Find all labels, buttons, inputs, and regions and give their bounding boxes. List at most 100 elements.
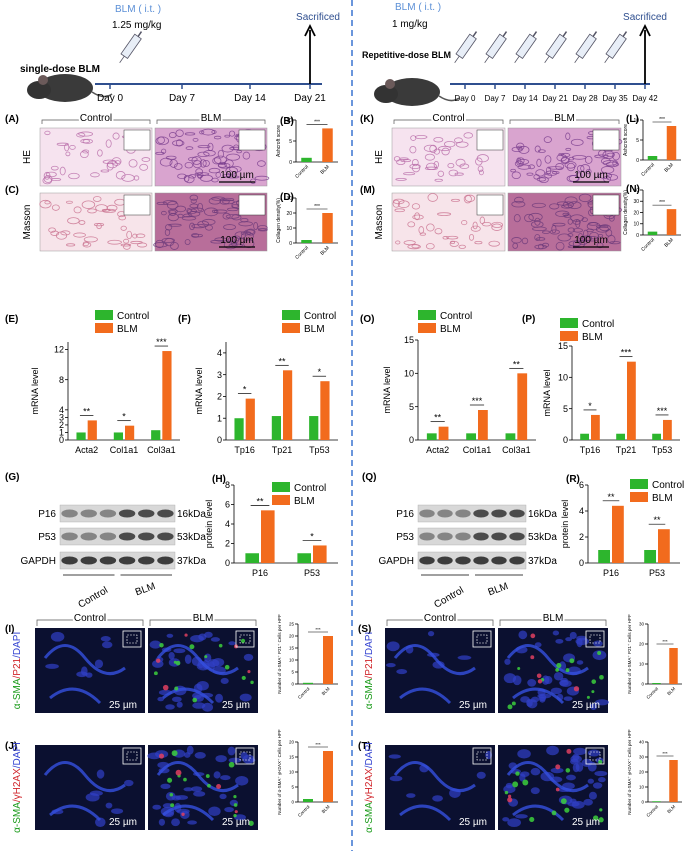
tissue-texture xyxy=(80,150,89,159)
tissue-texture xyxy=(187,156,198,162)
tissue-texture xyxy=(576,165,585,173)
panel-label: (H) xyxy=(212,474,226,485)
tissue-texture xyxy=(544,155,552,164)
nucleus xyxy=(152,804,162,810)
tissue-texture xyxy=(242,151,251,160)
marker-signal xyxy=(204,655,208,659)
tissue-texture xyxy=(194,172,210,176)
bar xyxy=(309,416,319,440)
x-tick-label: Tp21 xyxy=(616,445,637,455)
syringe-needle xyxy=(514,55,520,63)
marker-signal xyxy=(529,816,535,823)
tissue-texture xyxy=(567,218,573,225)
stain-part: /γH2AX xyxy=(364,768,375,802)
tissue-texture xyxy=(585,236,600,242)
tissue-texture xyxy=(535,169,546,177)
marker-signal xyxy=(522,779,529,786)
tissue-texture xyxy=(588,221,599,226)
tissue-texture xyxy=(450,240,456,245)
y-axis-label: Ashcroft score xyxy=(623,124,629,156)
row-label: HE xyxy=(22,150,33,164)
marker-signal xyxy=(598,759,603,765)
y-tick-label: 20 xyxy=(633,210,639,216)
significance: * xyxy=(243,385,247,395)
marker-signal xyxy=(507,794,512,798)
blot-band xyxy=(437,556,453,565)
bar xyxy=(612,505,624,563)
tissue-texture xyxy=(511,146,523,153)
y-tick-label: 10 xyxy=(286,226,292,232)
inset xyxy=(122,747,142,765)
tissue-texture xyxy=(567,233,574,237)
nucleus xyxy=(432,795,443,802)
bar xyxy=(669,760,678,802)
arrow-head xyxy=(304,23,316,37)
y-tick-label: 3 xyxy=(217,370,222,380)
tissue-texture xyxy=(76,132,86,138)
y-tick-label: 0 xyxy=(289,241,292,247)
scale-label: 100 µm xyxy=(220,235,254,246)
tissue-texture xyxy=(395,240,401,245)
tissue-texture xyxy=(491,223,503,231)
tissue-texture xyxy=(541,242,550,248)
bar xyxy=(652,801,661,802)
tissue-texture xyxy=(517,157,525,165)
nucleus xyxy=(575,637,590,646)
y-tick-label: 20 xyxy=(286,211,292,217)
significance: *** xyxy=(657,406,668,416)
nucleus xyxy=(166,633,174,638)
panel-label: (L) xyxy=(626,114,639,125)
marker-signal xyxy=(224,664,230,670)
marker-signal xyxy=(511,701,516,706)
x-tick-label: BLM xyxy=(321,686,331,696)
syringe-plunger xyxy=(622,31,628,37)
bar xyxy=(647,156,658,160)
inset xyxy=(123,194,151,216)
fluorescence-image xyxy=(385,745,495,830)
nucleus xyxy=(530,767,541,776)
tissue-texture xyxy=(112,132,120,140)
bar xyxy=(616,433,625,440)
nucleus xyxy=(220,677,229,685)
nucleus xyxy=(105,802,113,809)
y-tick-label: 0 xyxy=(291,682,294,687)
bar xyxy=(647,231,658,235)
tissue-texture xyxy=(73,232,86,238)
legend-label: Control xyxy=(582,319,614,330)
tissue-texture xyxy=(570,214,584,222)
marker-signal xyxy=(597,651,602,655)
nucleus xyxy=(588,791,597,800)
syringe xyxy=(514,31,538,63)
bar xyxy=(652,433,661,440)
tissue-texture xyxy=(533,174,540,180)
y-tick-label: 10 xyxy=(404,368,414,378)
significance: *** xyxy=(315,627,321,632)
marker-signal xyxy=(599,674,604,680)
marker-signal xyxy=(158,753,165,759)
tissue-texture xyxy=(455,158,466,167)
blot-band xyxy=(509,532,525,541)
y-tick-label: 8 xyxy=(59,375,64,385)
tissue-texture xyxy=(141,157,151,162)
tissue-texture xyxy=(197,202,204,212)
tissue-texture xyxy=(51,204,60,211)
tissue-texture xyxy=(584,155,593,164)
tissue-texture xyxy=(414,212,420,221)
nucleus xyxy=(194,751,206,759)
tissue-texture xyxy=(407,221,416,228)
legend-swatch xyxy=(560,331,578,341)
dose: 1 mg/kg xyxy=(392,19,428,30)
y-tick-label: 0 xyxy=(563,435,568,445)
scale-label: 25 µm xyxy=(572,817,600,828)
end-label: Sacrificed xyxy=(623,12,667,23)
bar xyxy=(303,799,313,802)
nucleus xyxy=(590,703,598,711)
nucleus xyxy=(587,778,594,784)
marker-signal xyxy=(507,797,513,803)
mouse-head xyxy=(27,81,51,99)
mouse-ear xyxy=(385,79,395,89)
y-axis-label: Collagen density(%) xyxy=(623,190,629,235)
scale-label: 25 µm xyxy=(109,700,137,711)
bar xyxy=(322,128,333,162)
tissue-texture xyxy=(181,216,197,221)
